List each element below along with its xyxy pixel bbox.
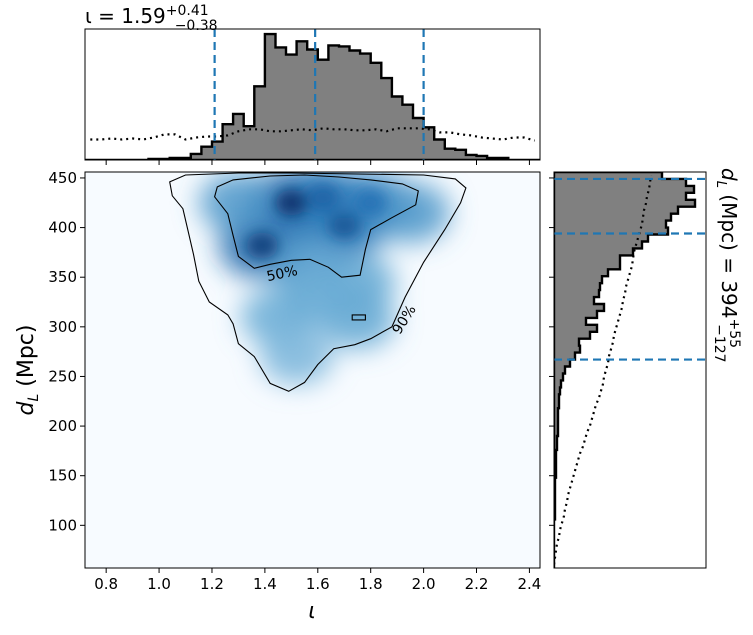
iota-title: ι = 1.59+0.41 −0.38 (85, 3, 218, 34)
x-tick-label: 2.0 (412, 575, 436, 593)
contour-50 (213, 174, 419, 278)
y-tick-label: 400 (48, 219, 77, 237)
iota-histogram (85, 29, 540, 160)
y-axis-label: dL (Mpc) (14, 325, 42, 416)
y-tick-label: 300 (48, 318, 77, 336)
distance-histogram (554, 172, 706, 568)
distance-posterior-bars (554, 172, 697, 568)
distance-marginal-panel: dL (Mpc) = 394+55−127 (549, 168, 742, 569)
main-frame (84, 171, 541, 569)
y-tick-label: 200 (48, 417, 77, 435)
y-tick-label: 350 (48, 268, 77, 286)
main-x-axis: 0.8 1.0 1.2 1.4 1.6 1.8 2.0 2.2 2.4 (94, 568, 541, 593)
y-tick-label: 450 (48, 169, 77, 187)
x-tick-label: 1.4 (253, 575, 277, 593)
main-y-axis: 100 150 200 250 300 350 400 450 (48, 169, 85, 534)
x-tick-label: 1.8 (359, 575, 383, 593)
contour-90 (169, 172, 467, 392)
x-tick-label: 1.0 (147, 575, 171, 593)
density-blob-11 (260, 328, 334, 385)
contour-label-50: 50% (265, 263, 299, 285)
distance-prior-line (554, 175, 653, 565)
y-tick-label: 150 (48, 467, 77, 485)
density-core-layer (246, 184, 387, 259)
density-peak-3 (354, 189, 387, 216)
iota-posterior-bars (85, 32, 540, 160)
x-tick-label: 2.4 (517, 575, 541, 593)
x-tick-label: 1.2 (200, 575, 224, 593)
distance-title: dL (Mpc) = 394+55−127 (711, 168, 742, 363)
x-tick-label: 1.6 (306, 575, 330, 593)
top-frame (84, 28, 541, 161)
contour-island (351, 314, 366, 321)
density-peak-0 (275, 189, 308, 216)
right-frame (553, 171, 707, 569)
density-peak-2 (328, 212, 361, 239)
y-tick-label: 250 (48, 367, 77, 385)
density-blob-12 (280, 268, 356, 326)
density-blob-5 (370, 182, 450, 244)
iota-marginal-panel: ι = 1.59+0.41 −0.38 (84, 3, 541, 165)
x-tick-label: 0.8 (94, 575, 118, 593)
joint-posterior-panel: 50% 90% 0.8 1.0 1.2 1.4 1.6 1.8 2.0 2.2 2.4 1001… (14, 169, 541, 624)
right-y-ticks (549, 177, 554, 526)
density-peak-4 (307, 184, 340, 211)
density-peak-1 (246, 232, 279, 259)
credible-contours (169, 172, 467, 392)
density-blob-6 (198, 172, 278, 234)
x-axis-label: ι (308, 599, 315, 624)
y-tick-label: 100 (48, 516, 77, 534)
density-heatmap (198, 172, 450, 385)
top-x-ticks (105, 160, 530, 165)
x-tick-label: 2.2 (465, 575, 489, 593)
